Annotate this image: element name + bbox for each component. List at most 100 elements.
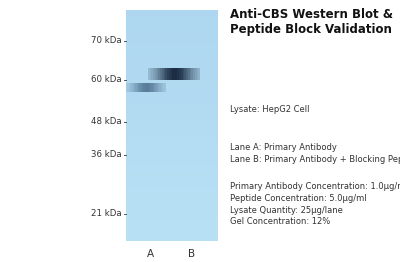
FancyBboxPatch shape xyxy=(184,68,186,80)
Text: 70 kDa: 70 kDa xyxy=(90,36,121,45)
FancyBboxPatch shape xyxy=(126,224,218,230)
FancyBboxPatch shape xyxy=(165,83,166,92)
Text: Lane A: Primary Antibody
Lane B: Primary Antibody + Blocking Peptide: Lane A: Primary Antibody Lane B: Primary… xyxy=(230,143,400,163)
FancyBboxPatch shape xyxy=(126,28,218,34)
FancyBboxPatch shape xyxy=(133,83,134,92)
FancyBboxPatch shape xyxy=(126,183,218,189)
FancyBboxPatch shape xyxy=(138,83,139,92)
FancyBboxPatch shape xyxy=(126,218,218,224)
FancyBboxPatch shape xyxy=(126,166,218,172)
Text: 36 kDa: 36 kDa xyxy=(90,150,121,159)
FancyBboxPatch shape xyxy=(129,83,130,92)
FancyBboxPatch shape xyxy=(126,10,218,16)
FancyBboxPatch shape xyxy=(153,83,154,92)
FancyBboxPatch shape xyxy=(127,83,129,92)
FancyBboxPatch shape xyxy=(157,83,158,92)
FancyBboxPatch shape xyxy=(126,45,218,51)
FancyBboxPatch shape xyxy=(126,85,218,91)
FancyBboxPatch shape xyxy=(195,68,196,80)
FancyBboxPatch shape xyxy=(150,83,151,92)
FancyBboxPatch shape xyxy=(126,62,218,68)
FancyBboxPatch shape xyxy=(126,51,218,57)
FancyBboxPatch shape xyxy=(153,68,155,80)
FancyBboxPatch shape xyxy=(193,68,195,80)
FancyBboxPatch shape xyxy=(126,160,218,166)
FancyBboxPatch shape xyxy=(152,68,153,80)
FancyBboxPatch shape xyxy=(126,57,218,62)
FancyBboxPatch shape xyxy=(198,68,200,80)
FancyBboxPatch shape xyxy=(126,132,218,137)
FancyBboxPatch shape xyxy=(190,68,191,80)
Text: 21 kDa: 21 kDa xyxy=(90,209,121,218)
FancyBboxPatch shape xyxy=(145,83,146,92)
Text: A: A xyxy=(146,249,154,259)
FancyBboxPatch shape xyxy=(126,80,218,85)
FancyBboxPatch shape xyxy=(126,97,218,103)
FancyBboxPatch shape xyxy=(150,68,152,80)
FancyBboxPatch shape xyxy=(131,83,133,92)
FancyBboxPatch shape xyxy=(126,39,218,45)
FancyBboxPatch shape xyxy=(181,68,183,80)
FancyBboxPatch shape xyxy=(191,68,193,80)
FancyBboxPatch shape xyxy=(126,195,218,201)
FancyBboxPatch shape xyxy=(159,83,161,92)
FancyBboxPatch shape xyxy=(126,103,218,108)
FancyBboxPatch shape xyxy=(126,149,218,155)
FancyBboxPatch shape xyxy=(126,91,218,97)
FancyBboxPatch shape xyxy=(130,83,131,92)
FancyBboxPatch shape xyxy=(158,68,160,80)
FancyBboxPatch shape xyxy=(163,83,165,92)
FancyBboxPatch shape xyxy=(126,178,218,183)
Text: Anti-CBS Western Blot &
Peptide Block Validation: Anti-CBS Western Blot & Peptide Block Va… xyxy=(230,8,393,36)
FancyBboxPatch shape xyxy=(126,155,218,160)
FancyBboxPatch shape xyxy=(196,68,198,80)
Text: B: B xyxy=(188,249,196,259)
FancyBboxPatch shape xyxy=(126,68,218,74)
Text: 48 kDa: 48 kDa xyxy=(90,117,121,126)
FancyBboxPatch shape xyxy=(188,68,190,80)
FancyBboxPatch shape xyxy=(126,212,218,218)
FancyBboxPatch shape xyxy=(126,74,218,80)
FancyBboxPatch shape xyxy=(141,83,142,92)
FancyBboxPatch shape xyxy=(151,83,153,92)
FancyBboxPatch shape xyxy=(126,34,218,39)
FancyBboxPatch shape xyxy=(126,189,218,195)
FancyBboxPatch shape xyxy=(126,235,218,241)
FancyBboxPatch shape xyxy=(157,68,158,80)
FancyBboxPatch shape xyxy=(174,68,176,80)
FancyBboxPatch shape xyxy=(158,83,159,92)
FancyBboxPatch shape xyxy=(137,83,138,92)
FancyBboxPatch shape xyxy=(169,68,170,80)
FancyBboxPatch shape xyxy=(148,68,150,80)
FancyBboxPatch shape xyxy=(186,68,188,80)
FancyBboxPatch shape xyxy=(167,68,169,80)
FancyBboxPatch shape xyxy=(154,83,155,92)
FancyBboxPatch shape xyxy=(139,83,141,92)
FancyBboxPatch shape xyxy=(134,83,135,92)
Text: 60 kDa: 60 kDa xyxy=(90,75,121,84)
FancyBboxPatch shape xyxy=(162,83,163,92)
FancyBboxPatch shape xyxy=(126,126,218,132)
FancyBboxPatch shape xyxy=(126,137,218,143)
FancyBboxPatch shape xyxy=(164,68,165,80)
Text: Lysate: HepG2 Cell: Lysate: HepG2 Cell xyxy=(230,105,310,114)
FancyBboxPatch shape xyxy=(172,68,174,80)
FancyBboxPatch shape xyxy=(183,68,184,80)
FancyBboxPatch shape xyxy=(142,83,143,92)
FancyBboxPatch shape xyxy=(161,83,162,92)
FancyBboxPatch shape xyxy=(162,68,164,80)
FancyBboxPatch shape xyxy=(149,83,150,92)
FancyBboxPatch shape xyxy=(126,120,218,126)
FancyBboxPatch shape xyxy=(126,201,218,206)
FancyBboxPatch shape xyxy=(160,68,162,80)
FancyBboxPatch shape xyxy=(135,83,137,92)
FancyBboxPatch shape xyxy=(126,206,218,212)
FancyBboxPatch shape xyxy=(126,108,218,114)
FancyBboxPatch shape xyxy=(146,83,147,92)
FancyBboxPatch shape xyxy=(155,83,157,92)
FancyBboxPatch shape xyxy=(126,22,218,28)
FancyBboxPatch shape xyxy=(126,16,218,22)
FancyBboxPatch shape xyxy=(155,68,157,80)
FancyBboxPatch shape xyxy=(178,68,179,80)
FancyBboxPatch shape xyxy=(126,230,218,235)
